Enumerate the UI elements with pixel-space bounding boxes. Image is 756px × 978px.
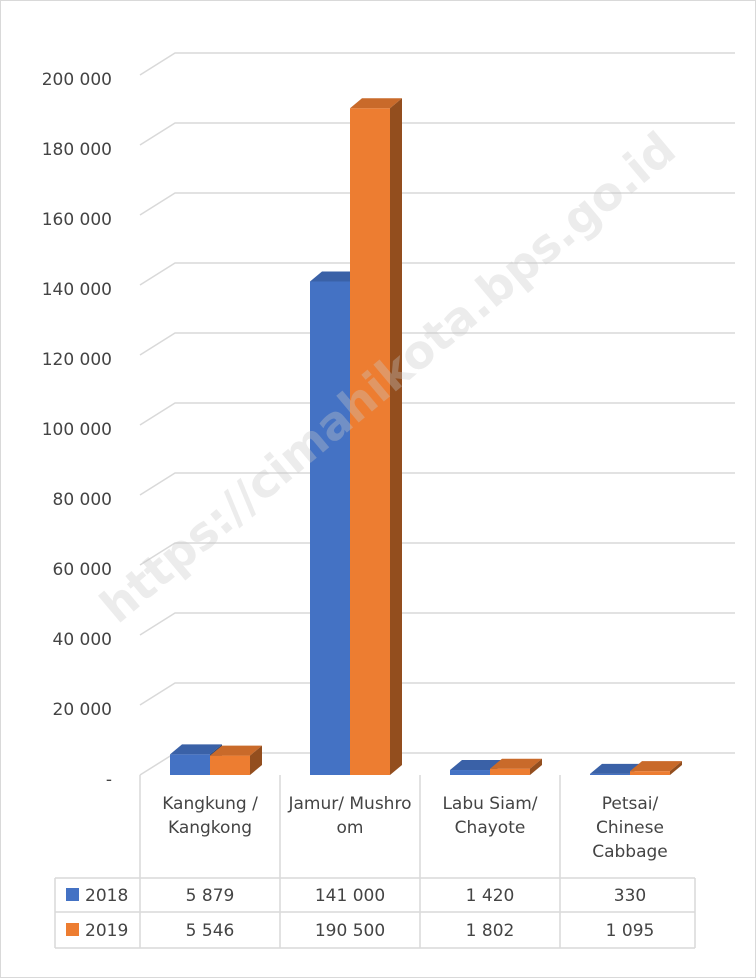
bar	[490, 758, 542, 775]
y-tick-label: 40 000	[53, 630, 112, 650]
bar-front	[630, 771, 670, 775]
data-label: 190 500	[315, 921, 385, 941]
legend-label: 2018	[85, 886, 128, 906]
y-tick-label: 200 000	[42, 70, 112, 90]
y-tick-label: 60 000	[53, 560, 112, 580]
y-tick-label: 100 000	[42, 420, 112, 440]
x-tick-label: Jamur/ Mushroom	[288, 794, 412, 838]
bar-front	[590, 773, 630, 775]
y-tick-label: 160 000	[42, 210, 112, 230]
bar-side	[670, 761, 682, 775]
bar-top	[170, 744, 222, 755]
data-label: 1 802	[466, 921, 515, 941]
bar-top	[310, 271, 362, 282]
grid-line	[139, 262, 735, 286]
bar-top	[210, 745, 262, 756]
data-label: 1 420	[466, 886, 515, 906]
bar	[210, 745, 262, 775]
bar-front	[450, 770, 490, 775]
y-tick-label: 140 000	[42, 280, 112, 300]
data-label: 141 000	[315, 886, 385, 906]
data-label: 5 546	[186, 921, 235, 941]
bar-front	[490, 768, 530, 775]
data-label: 1 095	[606, 921, 655, 941]
bar-top	[350, 98, 402, 109]
grid-line	[139, 402, 735, 426]
grid-line	[139, 332, 735, 356]
grid-line	[139, 542, 735, 566]
bar-top	[590, 763, 642, 774]
y-tick-label: 120 000	[42, 350, 112, 370]
y-tick-label: -	[106, 770, 112, 790]
legend-label: 2019	[85, 921, 128, 941]
grid-line	[139, 192, 735, 216]
data-label: 330	[614, 886, 646, 906]
bar-top	[630, 761, 682, 772]
legend-swatch	[66, 888, 79, 901]
y-tick-label: 20 000	[53, 700, 112, 720]
x-tick-label: Kangkung / Kangkong	[162, 794, 258, 838]
data-label: 5 879	[186, 886, 235, 906]
bar-side	[530, 758, 542, 775]
grid-line	[139, 472, 735, 496]
bar-front	[310, 281, 350, 775]
bar-front	[210, 755, 250, 775]
y-tick-label: 180 000	[42, 140, 112, 160]
grid-line	[139, 122, 735, 146]
bar-front	[170, 754, 210, 775]
grid-line	[139, 52, 735, 76]
grid-line	[139, 682, 735, 706]
bar	[630, 761, 682, 775]
bar-front	[350, 108, 390, 775]
bar	[350, 98, 402, 775]
bar-side	[390, 98, 402, 775]
bar-top	[490, 758, 542, 769]
bar-side	[250, 745, 262, 775]
x-tick-label: Labu Siam/ Chayote	[442, 794, 538, 838]
grid-line	[139, 612, 735, 636]
legend-swatch	[66, 923, 79, 936]
x-tick-label: Petsai/ Chinese Cabbage	[592, 794, 668, 862]
y-tick-label: 80 000	[53, 490, 112, 510]
bar-top	[450, 760, 502, 771]
